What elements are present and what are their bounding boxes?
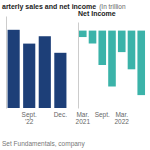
x-tick-label: Sept.'22 xyxy=(22,111,37,125)
x-tick: Sept.'22 xyxy=(22,108,37,125)
bar xyxy=(98,31,106,65)
x-tick-label: Mar.2022 xyxy=(115,111,130,125)
bars xyxy=(79,31,145,96)
y-axis-line xyxy=(6,17,7,109)
chart: Net IncomeMar.2021Sept.Mar.2022 xyxy=(76,10,147,125)
x-tick-label-line: 2022 xyxy=(115,118,130,125)
bar xyxy=(89,31,97,44)
x-axis-line xyxy=(79,108,147,109)
x-tick-label-line: 2021 xyxy=(76,118,91,125)
bar xyxy=(79,31,87,37)
x-tick-label: Dec. xyxy=(54,111,68,118)
x-axis-line xyxy=(7,108,69,109)
y-axis xyxy=(6,17,7,109)
y-axis xyxy=(78,23,79,109)
bar xyxy=(128,31,136,70)
bar xyxy=(137,31,145,96)
bar xyxy=(39,36,51,108)
x-tick-label: Mar.2021 xyxy=(76,111,91,125)
bar xyxy=(108,31,116,87)
bars xyxy=(8,30,67,108)
bar xyxy=(23,44,35,108)
x-tick-label-line: Mar. xyxy=(76,111,89,118)
bar xyxy=(54,53,66,108)
x-tick: Dec. xyxy=(54,108,68,118)
bar xyxy=(118,31,126,52)
x-axis: Sept.'22 Dec. xyxy=(7,108,69,125)
figure: arterly sales and net income(In trillion… xyxy=(0,0,150,150)
x-tick-label: Sept. xyxy=(95,111,110,119)
y-axis-line xyxy=(78,23,79,109)
x-axis: Mar.2021Sept.Mar.2022 xyxy=(76,108,147,125)
x-tick: Mar.2022 xyxy=(115,108,130,125)
source: Set Fundamentals, company xyxy=(2,140,85,148)
chart-title: Net Income xyxy=(78,10,116,17)
bar xyxy=(8,30,20,108)
x-tick-label-line: Mar. xyxy=(115,111,128,118)
chart: Sept.'22 Dec. xyxy=(7,17,69,125)
x-tick-label-line: '22 xyxy=(25,118,34,125)
x-tick: Sept. xyxy=(95,108,110,119)
x-tick-label-line: Sept. xyxy=(95,111,110,119)
x-tick: Mar.2021 xyxy=(76,108,91,125)
x-tick-label-line: Dec. xyxy=(54,111,68,118)
